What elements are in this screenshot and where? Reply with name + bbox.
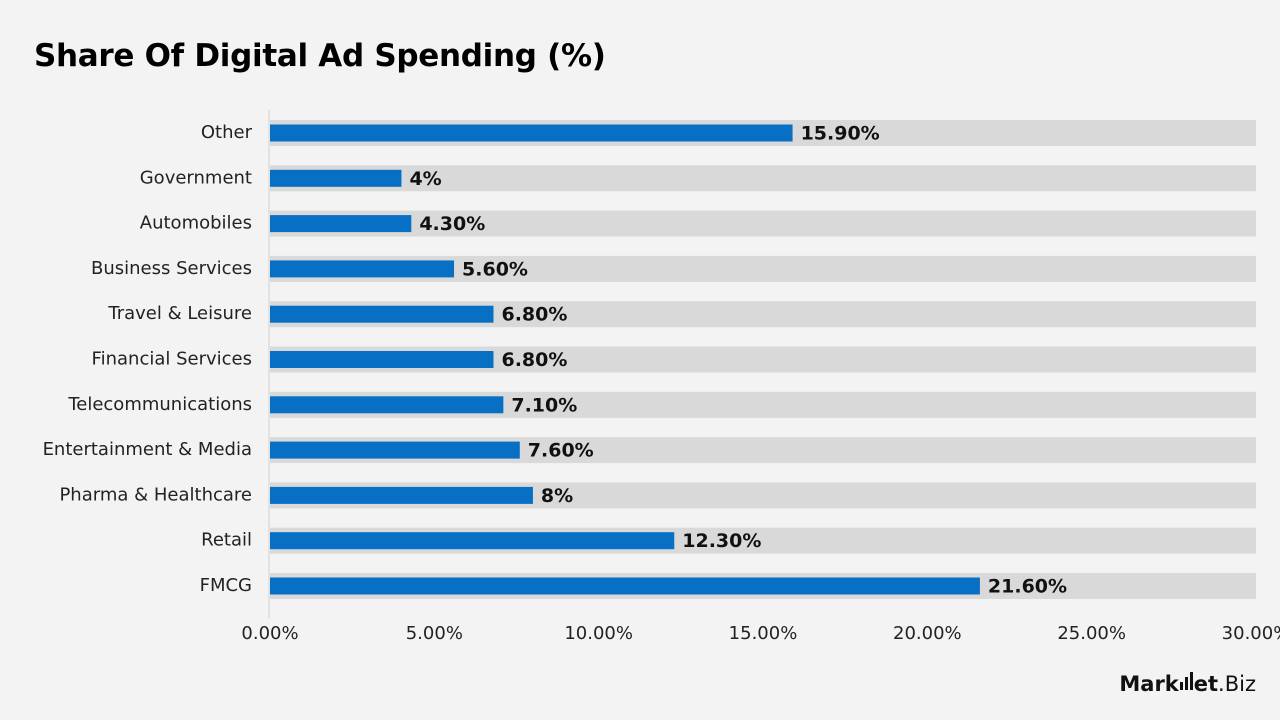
data-label: 7.60% <box>528 440 594 462</box>
brand-logo: Mark et .Biz <box>1119 670 1256 696</box>
category-label: Retail <box>201 530 252 551</box>
bar <box>270 486 533 504</box>
chart-title: Share Of Digital Ad Spending (%) <box>34 38 606 74</box>
brand-name-part-2: et <box>1193 672 1219 696</box>
category-label: Pharma & Healthcare <box>59 484 252 505</box>
data-label: 6.80% <box>501 304 567 326</box>
x-tick-label: 20.00% <box>893 623 962 644</box>
category-label: Business Services <box>91 258 252 279</box>
x-tick-label: 10.00% <box>564 623 633 644</box>
category-label: Travel & Leisure <box>107 303 252 324</box>
bar-track <box>270 210 1256 237</box>
bar <box>270 169 402 187</box>
data-label: 15.90% <box>801 123 880 145</box>
x-tick-label: 5.00% <box>406 623 463 644</box>
data-label: 21.60% <box>988 576 1067 598</box>
x-tick-label: 15.00% <box>729 623 798 644</box>
bar <box>270 351 494 368</box>
data-label: 12.30% <box>682 530 761 552</box>
data-label: 8% <box>541 485 573 507</box>
bar <box>270 396 504 414</box>
brand-domain: .Biz <box>1218 672 1256 696</box>
bar <box>270 532 675 550</box>
bar <box>270 124 793 142</box>
bar <box>270 260 455 278</box>
data-label: 7.10% <box>511 394 577 416</box>
x-tick-label: 0.00% <box>241 623 298 644</box>
category-label: Telecommunications <box>67 394 252 415</box>
category-label: Financial Services <box>92 349 252 370</box>
bar <box>270 305 494 323</box>
category-label: Other <box>201 122 253 143</box>
data-label: 6.80% <box>501 349 567 371</box>
category-label: Entertainment & Media <box>43 439 252 460</box>
bar <box>270 215 412 233</box>
data-label: 4.30% <box>419 213 485 235</box>
data-label: 5.60% <box>462 258 528 280</box>
category-label: Automobiles <box>140 213 252 234</box>
bar <box>270 577 980 595</box>
data-label: 4% <box>409 168 441 190</box>
bar <box>270 441 520 459</box>
bar-track <box>270 165 1256 192</box>
x-tick-label: 25.00% <box>1057 623 1126 644</box>
brand-name-part: Mark <box>1119 672 1179 696</box>
category-label: FMCG <box>200 575 252 596</box>
category-label: Government <box>140 167 252 188</box>
x-tick-label: 30.00% <box>1222 623 1280 644</box>
bar-chart-logo-icon <box>1179 670 1193 690</box>
